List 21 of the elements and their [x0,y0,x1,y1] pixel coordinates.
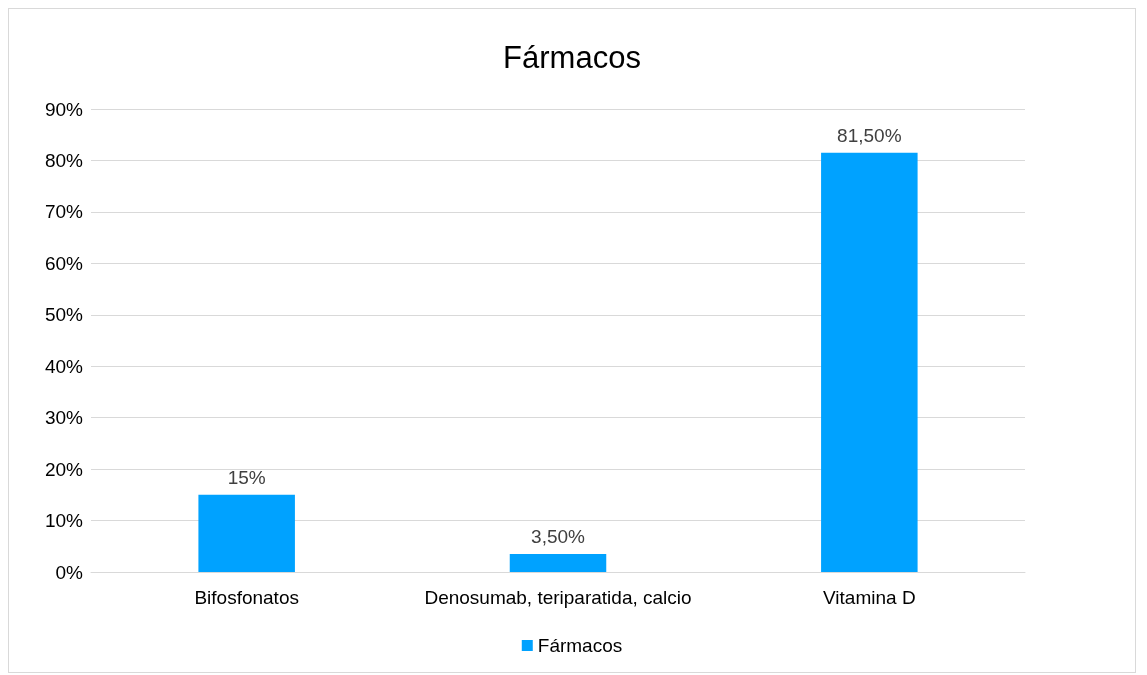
data-label: 3,50% [531,525,586,547]
y-tick-label: 20% [44,458,84,480]
bar [509,553,607,572]
legend-label: Fármacos [537,635,623,656]
y-tick-label: 30% [44,407,84,429]
x-tick-label: Bifosfonatos [194,587,299,608]
x-tick-label: Vitamina D [823,587,916,608]
y-tick-label: 90% [44,98,84,120]
y-tick-label: 80% [44,149,84,171]
y-tick-label: 60% [44,252,84,274]
y-tick-label: 40% [44,355,84,377]
data-label: 15% [227,466,266,488]
y-tick-label: 70% [44,201,84,223]
y-tick-label: 50% [44,304,84,326]
chart-title: Fármacos [503,40,641,75]
y-tick-label: 10% [44,510,84,532]
x-tick-label: Denosumab, teriparatida, calcio [424,587,692,608]
bar [198,494,295,572]
bar [821,152,918,572]
y-tick-label: 0% [55,561,84,583]
data-label: 81,50% [837,124,902,146]
